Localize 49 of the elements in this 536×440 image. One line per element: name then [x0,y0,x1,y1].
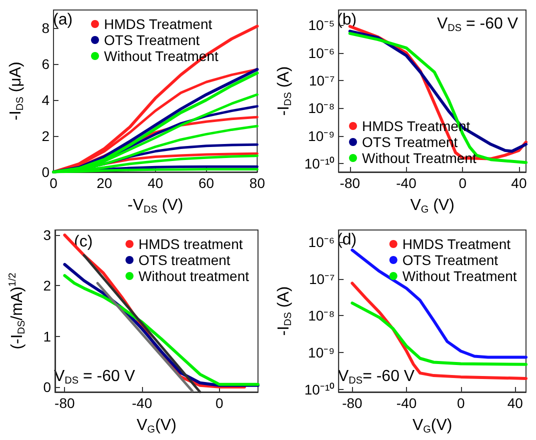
y-tick-label: 10⁻¹⁰ [304,156,335,172]
y-tick-label: 10⁻⁹ [308,128,335,144]
y-tick-label: 10⁻⁵ [308,17,335,34]
y-tick-label: 10⁻⁶ [308,234,335,250]
legend-label: Without Treatment [362,150,476,166]
y-tick-label: 6 [42,56,50,72]
x-tick-label: 20 [96,175,112,191]
annotation: (a) [53,12,73,28]
y-tick-label: 10⁻⁹ [308,344,335,361]
y-tick-label: 0 [43,378,52,395]
y-tick-label: 8 [42,20,50,36]
x-tick-label: 40 [511,175,527,191]
legend-label: Without Treatment [402,268,517,284]
legend-label: OTS Treatment [104,32,200,48]
x-tick-label: 40 [507,395,524,411]
y-tick-label: 4 [42,92,50,108]
legend-label: HMDS Treatment [402,236,511,252]
x-tick-label: 0 [456,395,465,411]
y-tick-label: 10⁻⁷ [308,270,335,287]
x-tick-label: 60 [198,175,214,191]
y-tick-label: 3 [43,227,52,244]
x-tick-label: -80 [342,395,363,411]
x-tick-label: 0 [458,175,467,191]
legend-label: OTS Treatment [402,252,498,268]
y-axis-title: -IDS (A) [276,66,294,116]
x-tick-label: 40 [148,175,164,191]
x-tick-label: 0 [215,395,224,411]
legend-label: HMDS treatment [138,236,243,252]
y-tick-label: 10⁻⁶ [308,44,335,61]
y-tick-label: 2 [43,278,52,294]
x-tick-label: 80 [249,175,266,191]
x-tick-label: -80 [340,175,360,191]
y-axis-title: (-IDS/mA)1/2 [8,272,28,350]
x-tick-label: -40 [132,395,152,411]
y-tick-label: 10⁻⁸ [308,100,335,116]
legend-label: HMDS Treatment [104,16,212,32]
y-tick-label: 10⁻¹⁰ [304,382,335,398]
legend-label: OTS treatment [138,252,230,268]
y-axis-title: -IDS (A) [276,286,294,336]
legend-label: Without treatment [138,268,250,284]
y-tick-label: 0 [42,164,50,180]
y-tick-label: 10⁻⁷ [308,72,335,89]
y-tick-label: 2 [42,128,50,144]
x-tick-label: -40 [396,395,417,411]
y-tick-label: 10⁻⁸ [308,308,335,324]
y-tick-label: 1 [43,328,52,344]
x-tick-label: -40 [396,175,417,191]
y-axis-title: -IDS (μA) [8,62,26,120]
x-tick-label: -80 [54,395,75,411]
